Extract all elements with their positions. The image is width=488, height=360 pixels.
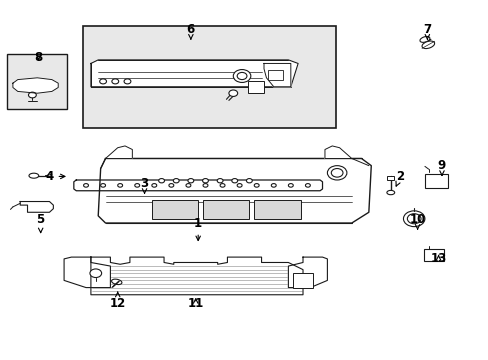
Bar: [386, 176, 393, 180]
Bar: [203, 200, 249, 220]
Circle shape: [202, 179, 208, 183]
Circle shape: [220, 184, 224, 187]
Circle shape: [112, 79, 119, 84]
Bar: [424, 174, 447, 188]
Text: 8: 8: [35, 51, 43, 64]
Circle shape: [152, 184, 157, 187]
Text: 1: 1: [194, 216, 202, 240]
Polygon shape: [13, 78, 58, 93]
Circle shape: [83, 184, 88, 187]
Bar: [248, 81, 264, 93]
Polygon shape: [64, 257, 110, 288]
Circle shape: [403, 211, 424, 226]
Circle shape: [254, 184, 259, 187]
Text: 10: 10: [408, 213, 425, 229]
Circle shape: [217, 179, 223, 183]
Text: 12: 12: [109, 292, 125, 310]
Circle shape: [168, 184, 173, 187]
Bar: [152, 200, 198, 220]
Circle shape: [203, 184, 207, 187]
Circle shape: [246, 179, 252, 183]
Text: 11: 11: [187, 297, 203, 310]
Ellipse shape: [111, 279, 122, 284]
Circle shape: [185, 184, 190, 187]
Circle shape: [305, 184, 310, 187]
Ellipse shape: [419, 36, 429, 42]
Circle shape: [173, 179, 179, 183]
Circle shape: [288, 184, 293, 187]
Circle shape: [271, 184, 276, 187]
Ellipse shape: [421, 41, 434, 49]
Circle shape: [228, 90, 237, 96]
Text: 6: 6: [186, 23, 195, 39]
Text: 13: 13: [429, 252, 446, 265]
Polygon shape: [74, 180, 322, 191]
Bar: [267, 69, 282, 80]
Text: 3: 3: [140, 177, 148, 193]
Circle shape: [118, 184, 122, 187]
Polygon shape: [20, 202, 53, 212]
Bar: [293, 273, 312, 288]
Circle shape: [237, 72, 246, 80]
Bar: [423, 249, 444, 261]
Circle shape: [158, 179, 164, 183]
Text: 2: 2: [395, 170, 404, 186]
Circle shape: [231, 179, 237, 183]
Text: 9: 9: [437, 159, 445, 175]
Bar: [82, 26, 335, 128]
Polygon shape: [91, 60, 298, 87]
Circle shape: [28, 92, 36, 98]
Polygon shape: [264, 63, 290, 87]
Circle shape: [237, 184, 242, 187]
Circle shape: [100, 79, 106, 84]
Bar: [6, 54, 67, 109]
Polygon shape: [325, 146, 351, 158]
Circle shape: [330, 168, 342, 177]
Polygon shape: [288, 257, 327, 288]
Text: 4: 4: [45, 170, 65, 183]
Polygon shape: [98, 158, 370, 223]
Ellipse shape: [29, 173, 39, 178]
Circle shape: [124, 79, 131, 84]
Circle shape: [327, 166, 346, 180]
Circle shape: [135, 184, 140, 187]
Circle shape: [407, 214, 420, 224]
Text: 5: 5: [37, 213, 45, 233]
Polygon shape: [91, 257, 303, 295]
Text: 7: 7: [423, 23, 430, 39]
Circle shape: [90, 269, 102, 278]
Circle shape: [233, 69, 250, 82]
Ellipse shape: [386, 190, 394, 195]
Bar: [254, 200, 300, 220]
Polygon shape: [105, 146, 132, 158]
Circle shape: [101, 184, 105, 187]
Circle shape: [187, 179, 193, 183]
